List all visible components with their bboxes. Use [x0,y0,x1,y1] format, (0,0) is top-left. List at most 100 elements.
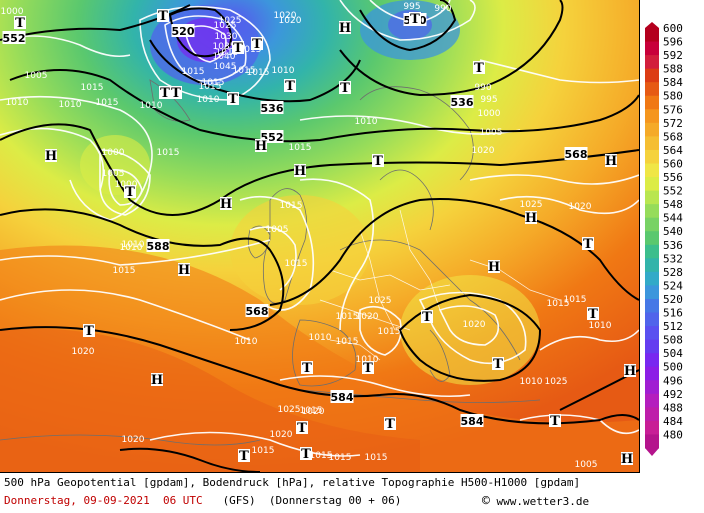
pressure-system-label: T [15,16,25,31]
legend-swatch [645,217,659,232]
pressure-system-label-bg [159,86,171,99]
site-credit[interactable]: © www.wetter3.de [482,494,589,509]
geopotential-label: 588 [147,240,170,253]
pressure-label: 1015 [280,201,303,211]
legend-value: 584 [663,76,683,89]
geopotential-label-bg [460,414,484,427]
pressure-system-label: T [410,12,420,27]
pressure-label: 1045 [214,62,237,72]
pressure-system-label-bg [525,211,537,224]
legend-swatch [645,55,659,70]
pressure-label: 1005 [25,71,48,81]
pressure-system-label: H [621,452,633,467]
pressure-label: 1025 [278,405,301,415]
pressure-system-label-bg [255,139,267,152]
geopotential-label: 568 [246,305,269,318]
pressure-label: 1010 [235,337,258,347]
legend-swatch [645,380,659,395]
map-description: 500 hPa Geopotential [gpdam], Bodendruck… [4,476,581,489]
legend-value: 488 [663,401,683,414]
pressure-label: 1030 [215,32,238,42]
legend-value: 480 [663,428,683,441]
legend-value: 500 [663,361,683,374]
pressure-label: 1015 [365,453,388,463]
geopotential-label: 520 [172,25,195,38]
color-legend: 600 596 592 588 584 580 576 572 568 564 560 556 552 5… [641,22,704,462]
legend-value: 544 [663,212,683,225]
legend-value: 536 [663,239,683,252]
legend-value: 528 [663,266,683,279]
legend-swatch [645,204,659,219]
pressure-system-label: H [151,373,163,388]
pressure-label: 990 [434,4,451,14]
pressure-system-label-bg [473,61,485,74]
pressure-system-label-bg [157,9,169,22]
pressure-system-label: T [158,9,168,24]
legend-swatch [645,177,659,192]
geopotential-label: 536 [261,102,284,115]
geopotential-label-bg [146,239,170,252]
pressure-system-label: H [525,211,537,226]
legend-value: 524 [663,279,683,292]
pressure-label: 990 [474,83,491,93]
pressure-label: 1005 [480,128,503,138]
site-link[interactable]: www.wetter3.de [496,495,590,508]
legend-swatch [645,258,659,273]
pressure-system-label-bg [83,324,95,337]
geopotential-label: 536 [451,96,474,109]
pressure-system-label-bg [227,92,239,105]
pressure-system-label: H [220,197,232,212]
pressure-system-label-bg [124,185,136,198]
pressure-label: 1010 [197,95,220,105]
pressure-label: 1010 [6,98,29,108]
pressure-system-label: T [301,447,311,462]
legend-swatch [645,163,659,178]
pressure-label: 1010 [140,101,163,111]
pressure-system-label: T [160,86,170,101]
pressure-label: 995 [403,2,420,12]
legend-swatch [645,393,659,408]
pressure-system-label: T [239,449,249,464]
pressure-system-label: T [363,361,373,376]
weather-map: 552520520536536552568588568584584 100010… [0,0,640,473]
pressure-label: 1015 [289,143,312,153]
legend-arrow-down-icon [645,448,659,456]
legend-swatch [645,298,659,314]
geopotential-label: 584 [461,415,484,428]
pressure-system-label: T [125,185,135,200]
copyright-icon: © [482,494,490,509]
forecast-run: Donnerstag, 09-09-2021 06 UTC (GFS) (Don… [4,494,401,507]
legend-value: 560 [663,157,683,170]
pressure-system-label: H [339,21,351,36]
legend-swatch [645,420,659,435]
legend-value: 600 [663,22,683,35]
legend-value: 508 [663,334,683,347]
pressure-system-label-bg [624,364,636,377]
pressure-system-label-bg [372,154,384,167]
pressure-label: 1020 [279,16,302,26]
pressure-system-label: H [294,164,306,179]
pressure-label: 1005 [266,225,289,235]
pressure-system-label-bg [409,12,421,25]
legend-value: 548 [663,198,683,211]
pressure-system-label-bg [300,447,312,460]
geopotential-label: 568 [565,148,588,161]
legend-swatch [645,231,659,246]
pressure-label: 1010 [589,321,612,331]
pressure-system-label-bg [296,421,308,434]
legend-swatch [645,434,659,449]
pressure-label: 1015 [202,78,225,88]
pressure-label: 1015 [157,148,180,158]
pressure-system-label-bg [151,373,163,386]
pressure-system-label: T [493,357,503,372]
pressure-system-label: T [373,154,383,169]
legend-swatch [645,122,659,137]
pressure-system-label-bg [284,79,296,92]
pressure-system-label-bg [232,41,244,54]
pressure-system-label-bg [605,154,617,167]
legend-swatch [645,149,659,164]
geopotential-label: 552 [3,32,26,45]
legend-swatch [645,407,659,422]
pressure-label: 1020 [356,312,379,322]
